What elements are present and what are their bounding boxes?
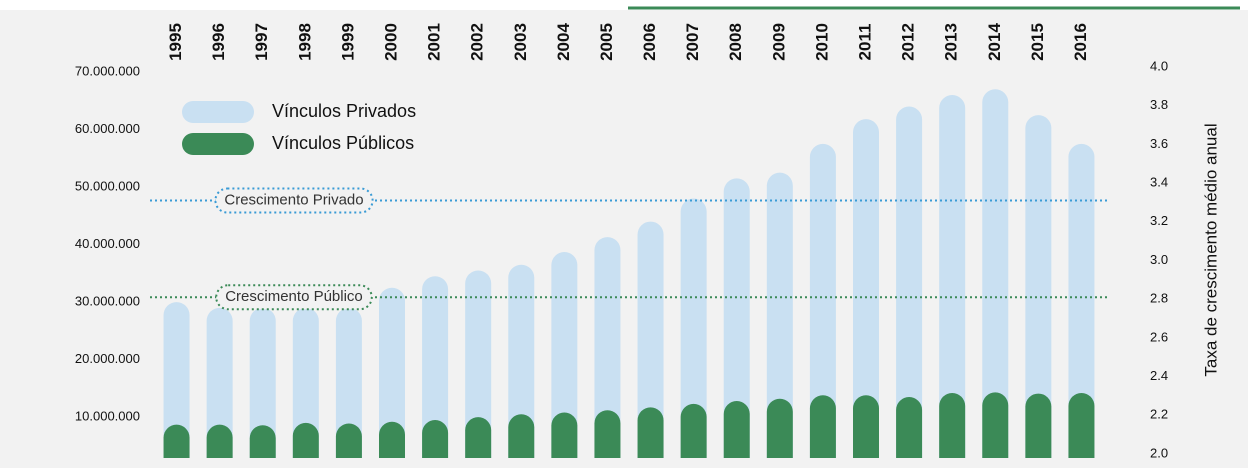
x-tick-label: 2011 [855, 24, 874, 61]
bar [551, 412, 578, 458]
bar [1068, 143, 1095, 458]
x-tick-label: 2003 [511, 23, 530, 61]
x-tick-label: 2010 [812, 23, 831, 61]
x-tick-label: 2002 [468, 23, 487, 61]
y2-tick-label: 2.6 [1150, 329, 1168, 344]
bar [335, 307, 362, 458]
bar [680, 198, 707, 458]
x-tick-label: 2006 [640, 23, 659, 61]
bar [292, 422, 319, 458]
bar [465, 270, 492, 458]
bar [809, 143, 836, 458]
bar [939, 392, 966, 458]
x-tick-label: 1995 [166, 23, 185, 61]
x-tick-label: 2012 [899, 23, 918, 61]
bar [680, 403, 707, 458]
x-tick-label: 2014 [985, 23, 1004, 61]
bar [1068, 392, 1095, 458]
y2-tick-label: 4.0 [1150, 58, 1168, 73]
bar [249, 307, 276, 458]
y-tick-label: 70.000.000 [75, 63, 140, 78]
y2-tick-label: 2.2 [1150, 407, 1168, 422]
bar [896, 397, 923, 458]
bar [853, 119, 879, 458]
y-tick-label: 10.000.000 [75, 409, 140, 424]
bar [982, 89, 1009, 458]
bar [163, 302, 190, 458]
bar [637, 407, 664, 458]
reference-label: Crescimento Privado [224, 191, 363, 208]
y2-tick-label: 3.4 [1150, 175, 1168, 190]
y2-tick-label: 3.0 [1150, 252, 1168, 267]
bar [379, 421, 405, 458]
bar [723, 401, 750, 458]
bar [594, 410, 621, 458]
x-tick-label: 1996 [209, 23, 228, 61]
bar [551, 252, 578, 458]
bar [508, 264, 535, 458]
x-tick-label: 2005 [597, 23, 616, 61]
bar [422, 420, 449, 458]
y-tick-label: 20.000.000 [75, 351, 140, 366]
bar [465, 417, 492, 458]
bar [1025, 393, 1052, 458]
x-tick-label: 1997 [252, 23, 271, 61]
y2-tick-label: 2.8 [1150, 291, 1168, 306]
reference-label: Crescimento Público [225, 288, 363, 305]
bar [335, 423, 362, 458]
x-tick-label: 2004 [554, 23, 573, 61]
bar [896, 106, 923, 458]
bar [853, 395, 879, 458]
bar [249, 425, 276, 458]
x-tick-label: 2015 [1028, 23, 1047, 61]
x-tick-label: 1999 [338, 23, 357, 61]
bar [163, 424, 190, 458]
bar [766, 172, 793, 458]
y2-tick-label: 2.0 [1150, 445, 1168, 460]
y-tick-label: 30.000.000 [75, 294, 140, 309]
legend-label: Vínculos Privados [272, 101, 416, 121]
bar [637, 221, 664, 458]
x-tick-label: 2001 [425, 23, 444, 61]
legend-swatch [182, 101, 254, 123]
y2-axis-label: Taxa de crescimento médio anual [1201, 123, 1220, 376]
reference-label-box [215, 284, 373, 311]
x-tick-label: 1998 [295, 23, 314, 61]
bar [379, 287, 405, 458]
x-tick-label: 2008 [726, 23, 745, 61]
y2-tick-label: 3.6 [1150, 136, 1168, 151]
bar [508, 414, 535, 458]
bar [206, 307, 233, 458]
x-tick-label: 2013 [942, 23, 961, 61]
bar [982, 392, 1009, 458]
x-tick-label: 2009 [769, 23, 788, 61]
bar [809, 395, 836, 458]
y-tick-label: 40.000.000 [75, 236, 140, 251]
bar [723, 178, 750, 458]
bar [766, 398, 793, 458]
reference-label-box [214, 187, 374, 214]
y2-tick-label: 2.4 [1150, 368, 1168, 383]
y2-tick-label: 3.8 [1150, 97, 1168, 112]
x-tick-label: 2016 [1071, 23, 1090, 61]
bar [292, 307, 319, 458]
bar [939, 95, 966, 458]
bar [594, 237, 621, 458]
x-tick-label: 2007 [683, 23, 702, 61]
bar [206, 424, 233, 458]
bar [422, 276, 449, 458]
y2-tick-label: 3.2 [1150, 213, 1168, 228]
y-tick-label: 50.000.000 [75, 178, 140, 193]
x-tick-label: 2000 [381, 23, 400, 61]
legend-swatch [182, 133, 254, 155]
y-tick-label: 60.000.000 [75, 121, 140, 136]
legend-label: Vínculos Públicos [272, 133, 414, 153]
